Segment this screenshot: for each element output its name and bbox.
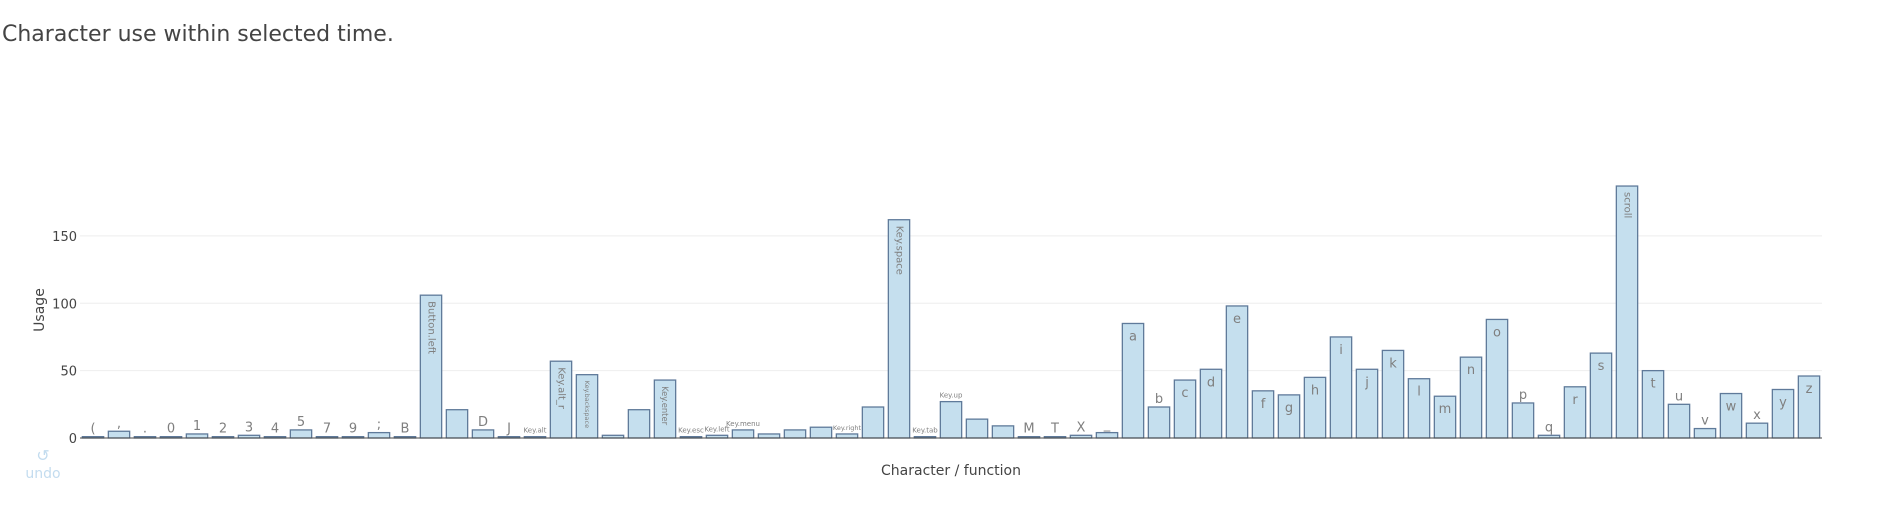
bar[interactable] bbox=[1511, 402, 1535, 439]
bar-label: w bbox=[1726, 400, 1737, 415]
bar-label: 9 bbox=[349, 422, 357, 437]
bar-label: m bbox=[1439, 402, 1452, 417]
bar-label: Key.enter bbox=[660, 386, 670, 426]
bar[interactable] bbox=[861, 406, 885, 439]
y-tick-label: 0 bbox=[69, 432, 77, 447]
bar-label: j bbox=[1364, 375, 1369, 390]
bar[interactable] bbox=[107, 430, 131, 439]
y-tick-label: 100 bbox=[52, 297, 77, 312]
bar-label: scroll bbox=[1622, 192, 1633, 218]
bar[interactable] bbox=[1745, 422, 1769, 439]
bar-label: X bbox=[1077, 420, 1086, 435]
y-tick-label: 50 bbox=[60, 365, 77, 380]
undo-label: undo bbox=[25, 466, 61, 482]
bar-label: a bbox=[1129, 329, 1137, 344]
bar-labels: (,. 0 1 2 3 4 5 7 9; B Button.left D J Key.alt Key.alt… bbox=[90, 192, 1812, 437]
bar-label: Key.alt bbox=[524, 427, 547, 435]
bar-label: 0 bbox=[167, 422, 175, 437]
bar-label: u bbox=[1675, 389, 1683, 404]
bar-label: , bbox=[117, 416, 121, 431]
bar-label: Key.backspace bbox=[583, 381, 591, 428]
bar-label: 5 bbox=[297, 415, 305, 430]
bar-label: x bbox=[1753, 408, 1761, 423]
bar-label: T bbox=[1050, 422, 1059, 437]
bar-label: 2 bbox=[219, 422, 227, 437]
bar-label: l bbox=[1417, 385, 1421, 400]
bar-label: c bbox=[1181, 386, 1188, 401]
bar-label: M bbox=[1023, 422, 1034, 437]
gridlines bbox=[80, 235, 1822, 372]
bar[interactable] bbox=[757, 433, 781, 439]
bar-label: v bbox=[1701, 414, 1709, 429]
bar-label: d bbox=[1207, 375, 1215, 390]
bar-label: ( bbox=[90, 422, 95, 437]
bar-label: n bbox=[1467, 363, 1475, 378]
bars bbox=[81, 185, 1821, 439]
bar-label: Key.right bbox=[833, 424, 862, 432]
bar[interactable] bbox=[471, 429, 495, 439]
bar-label: k bbox=[1389, 356, 1397, 371]
y-axis-ticks: 0 50 100 150 bbox=[52, 230, 77, 447]
bar[interactable] bbox=[939, 400, 963, 439]
bar[interactable] bbox=[289, 429, 313, 439]
bar-label: 7 bbox=[323, 422, 331, 437]
bar[interactable] bbox=[185, 433, 209, 439]
bar-label: h bbox=[1311, 383, 1319, 398]
undo-icon: ↺ bbox=[36, 446, 50, 465]
bar[interactable] bbox=[1693, 427, 1717, 439]
bar-label: 3 bbox=[245, 420, 253, 435]
bar-label: Key.menu bbox=[726, 420, 760, 428]
page-title: Character use within selected time. bbox=[2, 22, 394, 47]
bar-label: g bbox=[1285, 401, 1293, 416]
bar-label: J bbox=[506, 422, 511, 437]
bar-label: r bbox=[1572, 393, 1578, 408]
bar-label: Key.space bbox=[894, 226, 905, 275]
bar-label: f bbox=[1261, 397, 1266, 412]
bar[interactable] bbox=[445, 409, 469, 439]
bar-label: s bbox=[1598, 359, 1605, 374]
bar-label: Button.left bbox=[426, 301, 437, 354]
bar-label: y bbox=[1779, 395, 1787, 410]
bar-label: o bbox=[1493, 325, 1501, 340]
y-tick-label: 150 bbox=[52, 230, 77, 245]
bar-label: e bbox=[1233, 312, 1241, 327]
bar-label: Key.esc bbox=[678, 427, 704, 435]
undo-button[interactable]: ↺ undo bbox=[20, 446, 66, 484]
bar[interactable] bbox=[809, 426, 833, 439]
bar[interactable] bbox=[1095, 431, 1119, 439]
bar[interactable] bbox=[783, 429, 807, 439]
bar[interactable] bbox=[965, 418, 989, 439]
bar-label: 4 bbox=[271, 422, 279, 437]
bar-label: b bbox=[1155, 392, 1163, 407]
bar-label: q bbox=[1545, 420, 1553, 435]
bar-label: p bbox=[1519, 388, 1527, 403]
bar-label: ; bbox=[377, 418, 381, 433]
bar-label: i bbox=[1339, 343, 1343, 358]
bar[interactable] bbox=[731, 429, 755, 439]
bar[interactable] bbox=[1615, 185, 1639, 439]
bar-label: Key.left bbox=[704, 425, 730, 433]
bar[interactable] bbox=[1147, 406, 1171, 439]
bar-label: t bbox=[1650, 377, 1655, 392]
bar[interactable] bbox=[991, 425, 1015, 439]
bar-label: z bbox=[1806, 382, 1813, 397]
bar[interactable] bbox=[1667, 403, 1691, 439]
bar-label: Key.alt_r bbox=[556, 367, 567, 410]
bar[interactable] bbox=[835, 433, 859, 439]
bar-label: 1 bbox=[193, 419, 201, 434]
bar-label: . bbox=[143, 422, 147, 437]
x-axis-label: Character / function bbox=[881, 463, 1021, 479]
bar[interactable] bbox=[627, 409, 651, 439]
bar-label: _ bbox=[1103, 418, 1111, 433]
bar[interactable] bbox=[367, 431, 391, 439]
bar-label: B bbox=[401, 422, 410, 437]
bar-label: D bbox=[478, 415, 488, 430]
bar-label: Key.up bbox=[940, 392, 963, 400]
y-axis-label: Usage bbox=[32, 288, 48, 332]
bar-label: Key.tab bbox=[912, 427, 938, 435]
